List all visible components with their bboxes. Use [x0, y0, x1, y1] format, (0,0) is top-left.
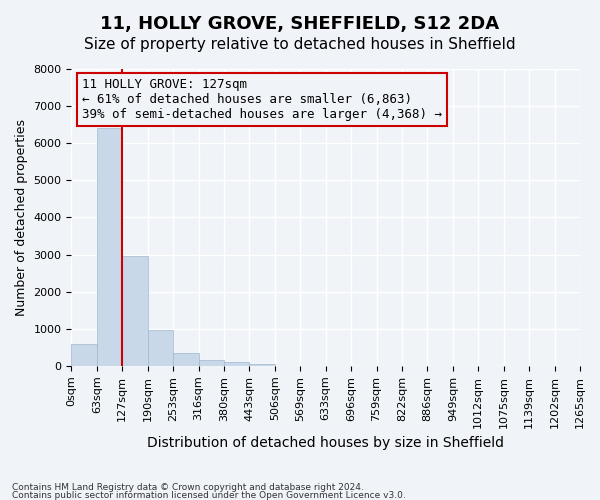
Bar — [250, 364, 275, 366]
Text: 11, HOLLY GROVE, SHEFFIELD, S12 2DA: 11, HOLLY GROVE, SHEFFIELD, S12 2DA — [100, 15, 500, 33]
Bar — [224, 362, 250, 366]
Y-axis label: Number of detached properties: Number of detached properties — [15, 119, 28, 316]
X-axis label: Distribution of detached houses by size in Sheffield: Distribution of detached houses by size … — [147, 436, 504, 450]
Bar — [173, 352, 199, 366]
Text: Contains public sector information licensed under the Open Government Licence v3: Contains public sector information licen… — [12, 490, 406, 500]
Bar — [97, 128, 122, 366]
Text: 11 HOLLY GROVE: 127sqm
← 61% of detached houses are smaller (6,863)
39% of semi-: 11 HOLLY GROVE: 127sqm ← 61% of detached… — [82, 78, 442, 121]
Text: Size of property relative to detached houses in Sheffield: Size of property relative to detached ho… — [84, 38, 516, 52]
Text: Contains HM Land Registry data © Crown copyright and database right 2024.: Contains HM Land Registry data © Crown c… — [12, 484, 364, 492]
Bar — [148, 330, 173, 366]
Bar — [122, 256, 148, 366]
Bar — [71, 344, 97, 366]
Bar — [199, 360, 224, 366]
